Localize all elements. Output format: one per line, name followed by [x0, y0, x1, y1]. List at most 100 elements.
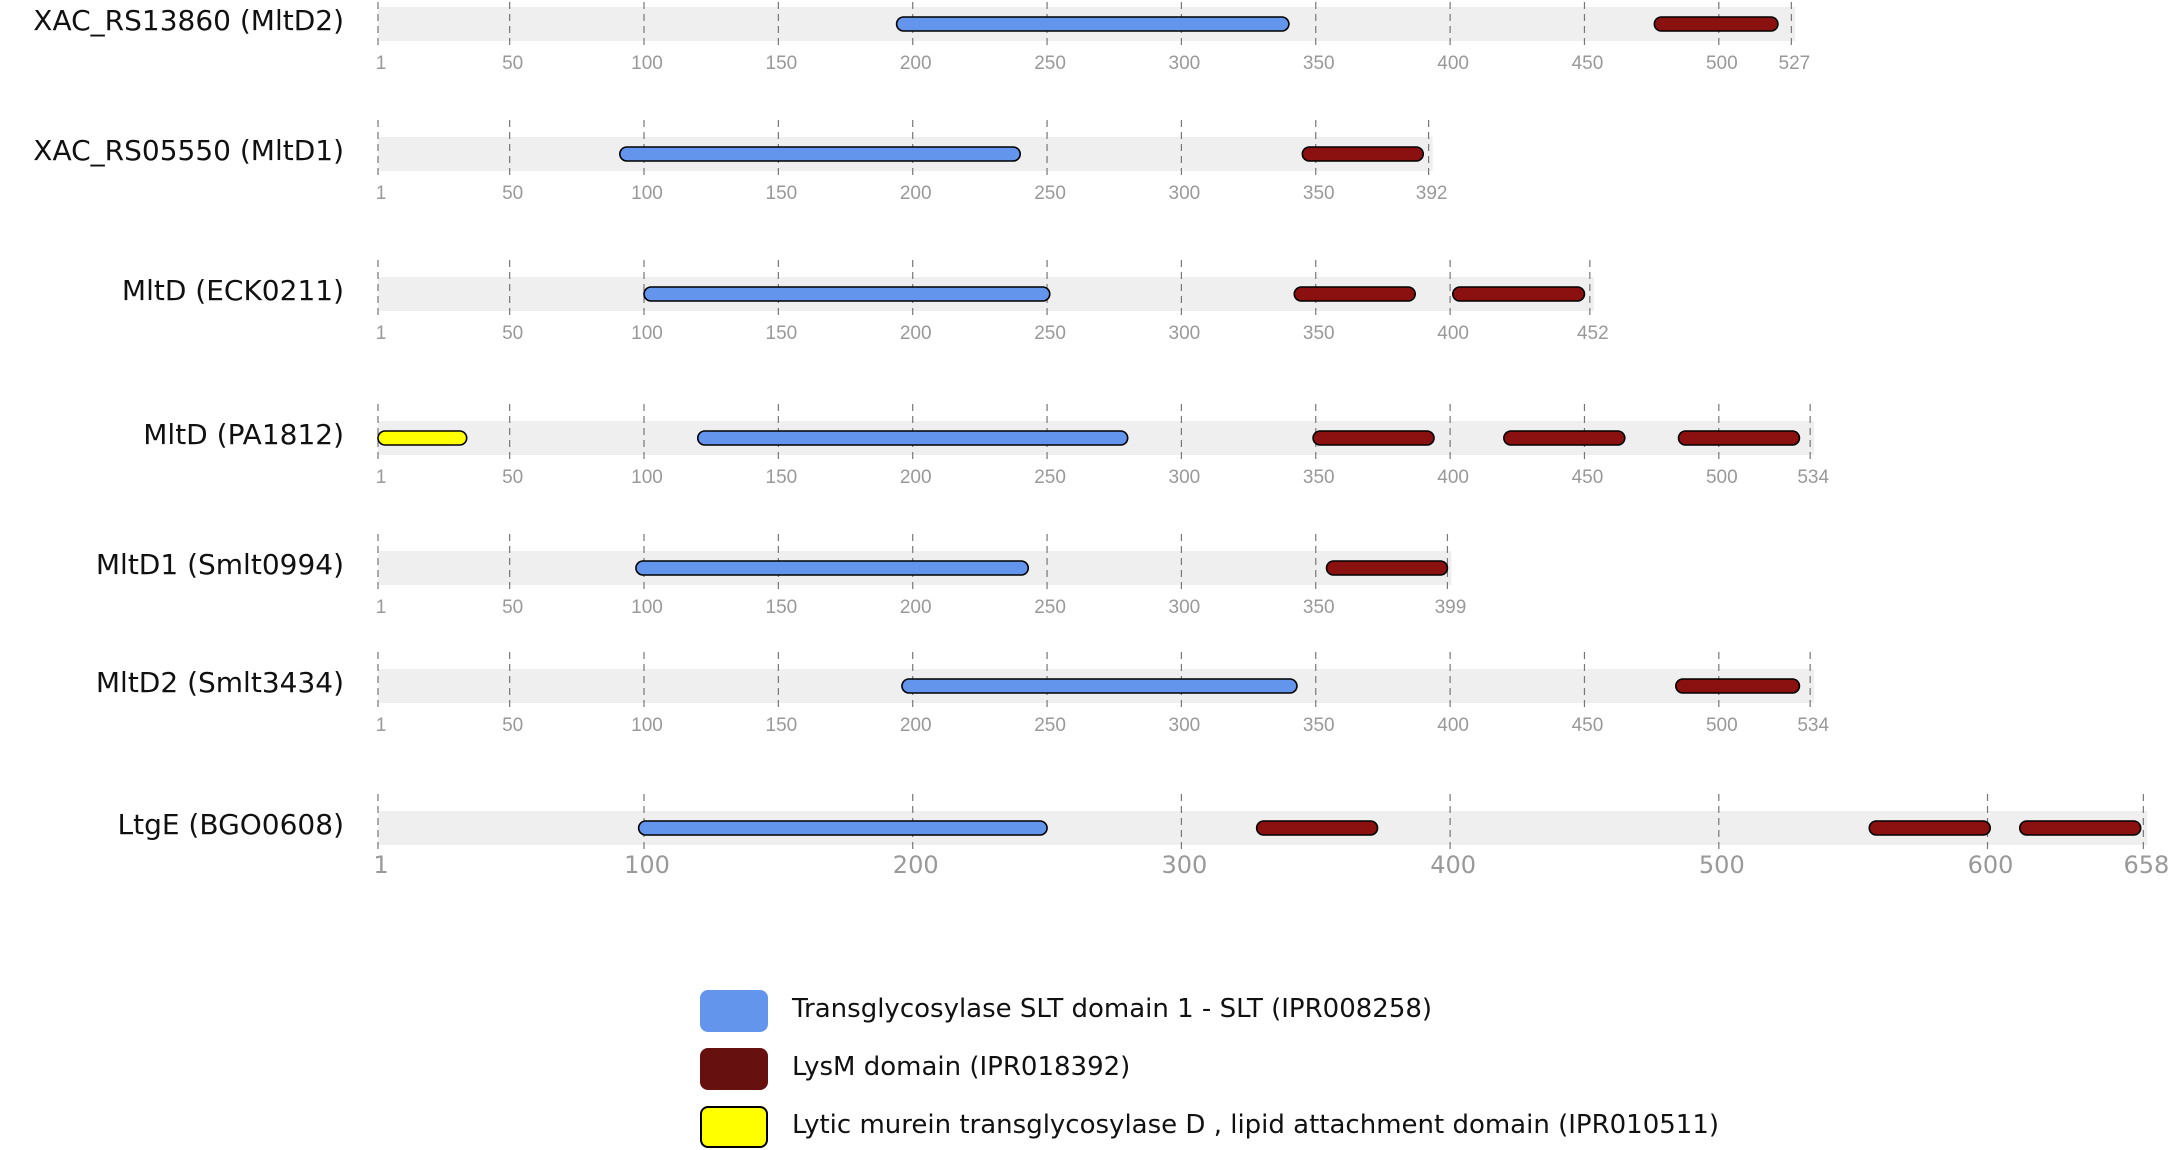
- tick-label: 350: [1303, 323, 1335, 344]
- tick-label: 500: [1706, 715, 1738, 736]
- tick-label: 100: [631, 53, 663, 74]
- legend-swatch-lipid: [700, 1106, 768, 1148]
- tick-label: 350: [1303, 183, 1335, 204]
- tick-label: 400: [1437, 323, 1469, 344]
- tick-label: 250: [1034, 323, 1066, 344]
- tick-label: 392: [1416, 183, 1448, 204]
- tick-label: 300: [1169, 715, 1201, 736]
- domain-lysm: [1677, 430, 1801, 446]
- tick-label: 1: [373, 851, 388, 879]
- domain-slt: [895, 16, 1290, 32]
- domain-lysm: [1503, 430, 1626, 446]
- tick-label: 600: [1968, 851, 2014, 879]
- protein-track-3: 1 50 100 150 200 250 300 350 400 450 500 534: [376, 404, 1829, 488]
- tick-label: 399: [1435, 597, 1467, 618]
- tick-label: 400: [1430, 851, 1476, 879]
- tick-label: 100: [631, 467, 663, 488]
- tick-label: 50: [502, 53, 523, 74]
- domain-slt: [637, 820, 1048, 836]
- domain-lysm: [1312, 430, 1435, 446]
- tick-label: 500: [1706, 467, 1738, 488]
- tick-label: 350: [1303, 467, 1335, 488]
- tick-label: 534: [1797, 467, 1829, 488]
- tick-label: 200: [893, 851, 939, 879]
- tick-label: 350: [1303, 597, 1335, 618]
- tick-label: 300: [1169, 467, 1201, 488]
- protein-label: MltD (ECK0211): [121, 274, 344, 307]
- domain-lysm: [1293, 286, 1416, 302]
- tick-label: 250: [1034, 53, 1066, 74]
- protein-label: XAC_RS13860 (MltD2): [33, 4, 344, 37]
- tick-label: 450: [1572, 53, 1604, 74]
- domain-lysm: [1653, 16, 1779, 32]
- legend-label-slt: Transglycosylase SLT domain 1 - SLT (IPR…: [792, 994, 1433, 1024]
- tick-label: 527: [1779, 53, 1811, 74]
- domain-slt: [901, 678, 1298, 694]
- protein-track-6: 1 100 200 300 400 500 600 658: [373, 794, 2169, 879]
- tick-label: 50: [502, 597, 523, 618]
- tick-label: 300: [1169, 53, 1201, 74]
- tick-label: 100: [631, 323, 663, 344]
- tick-label: 400: [1437, 467, 1469, 488]
- legend-swatch-slt: [700, 990, 768, 1032]
- tick-label: 450: [1572, 715, 1604, 736]
- tick-label: 200: [900, 715, 932, 736]
- tick-label: 150: [766, 467, 798, 488]
- legend-item-lipid: Lytic murein transglycosylase D , lipid …: [700, 1106, 1900, 1150]
- tick-label: 200: [900, 467, 932, 488]
- tick-label: 150: [766, 323, 798, 344]
- tick-label: 1: [376, 715, 387, 736]
- tick-label: 50: [502, 323, 523, 344]
- domain-lysm: [1452, 286, 1586, 302]
- tick-label: 200: [900, 183, 932, 204]
- tick-label: 50: [502, 715, 523, 736]
- tick-label: 1: [376, 597, 387, 618]
- tick-label: 1: [376, 183, 387, 204]
- tick-label: 300: [1169, 183, 1201, 204]
- tick-label: 200: [900, 597, 932, 618]
- tick-label: 1: [376, 53, 387, 74]
- tick-label: 400: [1437, 715, 1469, 736]
- tick-label: 150: [766, 597, 798, 618]
- domain-slt: [619, 146, 1021, 162]
- tick-label: 100: [631, 183, 663, 204]
- tick-label: 350: [1303, 715, 1335, 736]
- domain-slt: [696, 430, 1129, 446]
- tick-label: 50: [502, 467, 523, 488]
- domain-lysm: [1675, 678, 1801, 694]
- tick-label: 250: [1034, 467, 1066, 488]
- tick-label: 100: [631, 715, 663, 736]
- tick-label: 100: [624, 851, 670, 879]
- protein-label: MltD2 (Smlt3434): [95, 666, 344, 699]
- legend-label-lysm: LysM domain (IPR018392): [792, 1052, 1131, 1082]
- tick-label: 450: [1572, 467, 1604, 488]
- tick-label: 500: [1699, 851, 1745, 879]
- domain-lysm: [1255, 820, 1379, 836]
- protein-label: MltD (PA1812): [143, 418, 344, 451]
- protein-track-4: 1 50 100 150 200 250 300 350 399: [376, 534, 1467, 618]
- tick-label: 658: [2123, 851, 2169, 879]
- tick-label: 300: [1169, 323, 1201, 344]
- domain-lysm: [1301, 146, 1425, 162]
- domain-lysm: [1325, 560, 1449, 576]
- tick-label: 150: [766, 53, 798, 74]
- tick-label: 500: [1706, 53, 1738, 74]
- legend-label-lipid: Lytic murein transglycosylase D , lipid …: [792, 1110, 1720, 1140]
- tick-label: 534: [1797, 715, 1829, 736]
- tick-label: 200: [900, 53, 932, 74]
- domain-lipid: [377, 430, 468, 446]
- protein-track-0: 1 50 100 150 200 250 300 350 400 450 500 527: [376, 0, 1811, 74]
- tick-label: 150: [766, 715, 798, 736]
- tick-label: 350: [1303, 53, 1335, 74]
- protein-label: XAC_RS05550 (MltD1): [33, 134, 344, 167]
- protein-label: LtgE (BGO0608): [117, 808, 344, 841]
- tick-label: 452: [1577, 323, 1609, 344]
- domain-lysm: [1868, 820, 1992, 836]
- protein-track-5: 1 50 100 150 200 250 300 350 400 450 500 534: [376, 652, 1829, 736]
- tick-label: 1: [376, 323, 387, 344]
- tick-label: 50: [502, 183, 523, 204]
- tick-label: 250: [1034, 183, 1066, 204]
- tick-label: 250: [1034, 597, 1066, 618]
